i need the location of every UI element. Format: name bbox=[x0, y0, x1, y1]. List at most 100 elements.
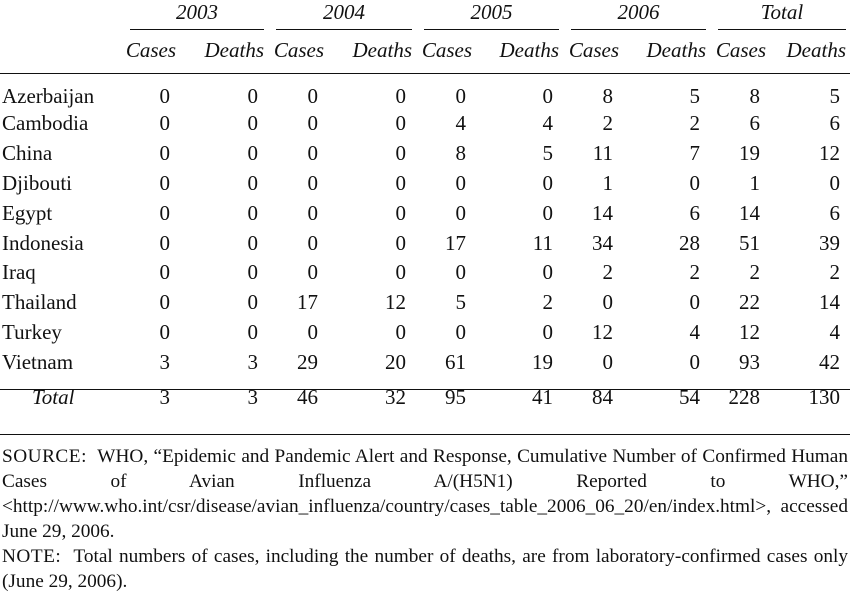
table-row: Thailand 0 0 17 12 5 2 0 0 22 14 bbox=[0, 288, 850, 318]
table-notes: SOURCE: WHO, “Epidemic and Pandemic Aler… bbox=[2, 444, 848, 594]
deaths-cell: 2 bbox=[689, 111, 701, 136]
deaths-cell: 0 bbox=[542, 260, 554, 285]
deaths-cell: 4 bbox=[542, 111, 554, 136]
note-text: Total numbers of cases, including the nu… bbox=[2, 546, 849, 592]
cases-cell: 8 bbox=[602, 84, 614, 108]
total-deaths-cell: 3 bbox=[247, 384, 259, 409]
deaths-cell: 11 bbox=[532, 230, 553, 255]
deaths-cell: 0 bbox=[247, 319, 259, 344]
deaths-cell: 0 bbox=[395, 111, 407, 136]
deaths-cell: 0 bbox=[542, 200, 554, 225]
source-label: SOURCE: bbox=[2, 446, 87, 467]
deaths-cell: 0 bbox=[247, 111, 259, 136]
note-label: NOTE: bbox=[2, 546, 62, 567]
deaths-header: Deaths bbox=[786, 37, 847, 62]
deaths-cell: 0 bbox=[247, 230, 259, 255]
cases-cell: 12 bbox=[592, 319, 613, 344]
total-cases-cell: 84 bbox=[592, 384, 613, 409]
cases-cell: 2 bbox=[602, 111, 614, 136]
deaths-cell: 0 bbox=[542, 319, 554, 344]
deaths-cell: 6 bbox=[689, 200, 701, 225]
deaths-cell: 0 bbox=[247, 170, 259, 195]
h5n1-cases-table: 2003 2004 2005 2006 Total Cases Deaths Cas… bbox=[0, 0, 850, 417]
deaths-header: Deaths bbox=[646, 37, 707, 62]
year-header: 2006 bbox=[563, 0, 710, 30]
table-body: Azerbaijan 0 0 0 0 0 0 8 5 8 5 Cambodia 0 0 0 0 4 4 2 2 6 6 Ch… bbox=[0, 70, 850, 377]
country-cell: Egypt bbox=[2, 200, 53, 225]
cases-header: Cases bbox=[568, 37, 619, 62]
deaths-cell: 6 bbox=[829, 200, 841, 225]
cases-header: Cases bbox=[273, 37, 324, 62]
header-rule bbox=[0, 73, 850, 74]
deaths-cell: 2 bbox=[542, 290, 554, 315]
country-cell: Turkey bbox=[2, 319, 62, 344]
cases-cell: 0 bbox=[159, 170, 171, 195]
table-row: Turkey 0 0 0 0 0 0 12 4 12 4 bbox=[0, 318, 850, 348]
country-cell: Thailand bbox=[2, 290, 77, 315]
deaths-cell: 12 bbox=[819, 141, 841, 166]
table-row: China 0 0 0 0 8 5 11 7 19 12 bbox=[0, 139, 850, 169]
deaths-cell: 14 bbox=[819, 290, 841, 315]
cases-cell: 51 bbox=[739, 230, 760, 255]
deaths-cell: 5 bbox=[829, 84, 841, 108]
deaths-cell: 0 bbox=[247, 84, 259, 108]
cases-cell: 14 bbox=[592, 200, 613, 225]
deaths-cell: 0 bbox=[247, 290, 259, 315]
deaths-cell: 42 bbox=[819, 349, 841, 374]
country-cell: Iraq bbox=[2, 260, 36, 285]
table-row: Egypt 0 0 0 0 0 0 14 6 14 6 bbox=[0, 198, 850, 228]
deaths-cell: 0 bbox=[689, 170, 701, 195]
source-note: SOURCE: WHO, “Epidemic and Pandemic Aler… bbox=[2, 444, 848, 544]
year-header-row: 2003 2004 2005 2006 Total bbox=[0, 0, 850, 30]
table-row: Cambodia 0 0 0 0 4 4 2 2 6 6 bbox=[0, 109, 850, 139]
deaths-cell: 0 bbox=[395, 319, 407, 344]
total-deaths-cell: 54 bbox=[679, 384, 700, 409]
source-text: WHO, “Epidemic and Pandemic Alert and Re… bbox=[2, 446, 848, 542]
country-cell: Indonesia bbox=[2, 230, 84, 255]
deaths-cell: 4 bbox=[689, 319, 701, 344]
table-row: Indonesia 0 0 0 0 17 11 34 28 51 39 bbox=[0, 228, 850, 258]
country-cell: Cambodia bbox=[2, 111, 89, 136]
year-header: 2003 bbox=[122, 0, 268, 30]
cases-header: Cases bbox=[715, 37, 766, 62]
total-label: Total bbox=[32, 384, 75, 409]
deaths-cell: 20 bbox=[385, 349, 406, 374]
total-rule bbox=[0, 389, 850, 390]
country-cell: Djibouti bbox=[2, 170, 73, 195]
cases-header: Cases bbox=[125, 37, 176, 62]
cases-cell: 2 bbox=[602, 260, 614, 285]
table-row: Vietnam 3 3 29 20 61 19 0 0 93 42 bbox=[0, 347, 850, 377]
total-row: Total 3 3 46 32 95 41 84 54 228 130 bbox=[0, 377, 850, 417]
deaths-cell: 0 bbox=[829, 170, 841, 195]
total-deaths-cell: 32 bbox=[385, 384, 406, 409]
table-row: Azerbaijan 0 0 0 0 0 0 8 5 8 5 bbox=[0, 70, 850, 109]
corner-cell bbox=[0, 30, 122, 70]
cases-cell: 0 bbox=[159, 84, 171, 108]
cases-cell: 6 bbox=[749, 111, 761, 136]
year-header: 2005 bbox=[416, 0, 563, 30]
cases-cell: 0 bbox=[159, 319, 171, 344]
cases-cell: 0 bbox=[602, 290, 614, 315]
deaths-cell: 5 bbox=[689, 84, 701, 108]
deaths-cell: 0 bbox=[395, 200, 407, 225]
cases-cell: 0 bbox=[159, 290, 171, 315]
cases-cell: 11 bbox=[592, 141, 613, 166]
cases-cell: 0 bbox=[307, 260, 319, 285]
cases-cell: 0 bbox=[455, 84, 467, 108]
deaths-cell: 2 bbox=[829, 260, 841, 285]
deaths-header: Deaths bbox=[204, 37, 265, 62]
cases-cell: 0 bbox=[159, 260, 171, 285]
cases-cell: 0 bbox=[307, 200, 319, 225]
cases-cell: 0 bbox=[307, 319, 319, 344]
deaths-cell: 3 bbox=[247, 349, 259, 374]
cases-cell: 0 bbox=[159, 230, 171, 255]
cases-cell: 0 bbox=[307, 170, 319, 195]
deaths-cell: 12 bbox=[385, 290, 406, 315]
corner-cell bbox=[0, 0, 122, 30]
year-header-total: Total bbox=[710, 0, 850, 30]
total-deaths-cell: 41 bbox=[532, 384, 553, 409]
cases-cell: 1 bbox=[749, 170, 761, 195]
total-cases-cell: 228 bbox=[728, 384, 761, 409]
deaths-cell: 4 bbox=[829, 319, 841, 344]
cases-cell: 0 bbox=[307, 84, 319, 108]
